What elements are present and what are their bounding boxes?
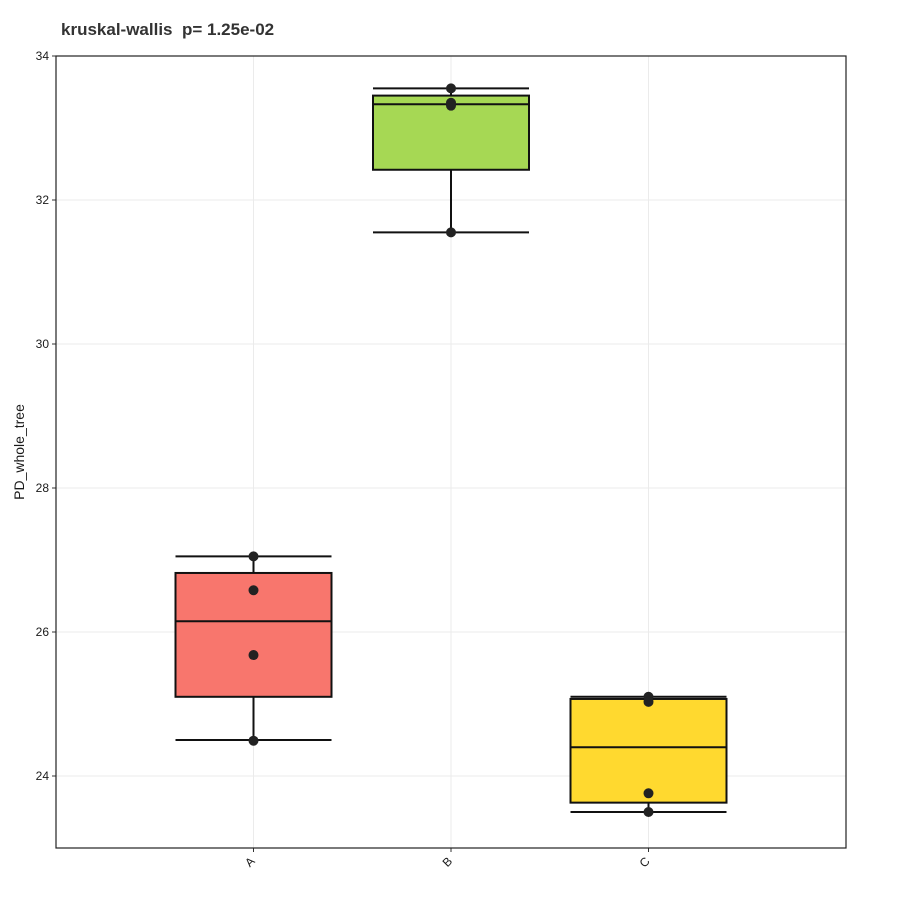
data-points xyxy=(248,83,654,817)
box-c xyxy=(569,695,728,813)
y-tick-label: 28 xyxy=(36,481,50,495)
data-point xyxy=(446,83,456,94)
data-point xyxy=(643,788,654,799)
data-point xyxy=(248,650,259,661)
y-tick-label: 32 xyxy=(36,193,50,207)
y-tick-label: 30 xyxy=(36,337,50,351)
data-point xyxy=(643,696,654,707)
y-tick-label: 26 xyxy=(36,625,50,639)
box-series xyxy=(174,87,728,813)
data-point xyxy=(643,807,654,817)
x-tick-label: C xyxy=(637,854,653,870)
x-tick-label: A xyxy=(242,854,258,870)
plot-panel-border xyxy=(55,55,847,849)
data-point xyxy=(248,735,259,746)
y-tick-label: 24 xyxy=(36,769,50,783)
x-tick-label: B xyxy=(440,854,456,870)
box-a xyxy=(174,555,333,741)
y-tick-label: 34 xyxy=(36,49,50,63)
data-point xyxy=(446,100,456,111)
data-point xyxy=(248,585,259,596)
y-axis-title: PD_whole_tree xyxy=(11,404,27,500)
chart-title: kruskal-wallis p= 1.25e-02 xyxy=(61,20,275,39)
data-point xyxy=(248,551,259,562)
axes: 24 26 28 30 32 34 A B C xyxy=(36,49,653,870)
box-body xyxy=(569,697,728,804)
data-point xyxy=(446,227,456,238)
